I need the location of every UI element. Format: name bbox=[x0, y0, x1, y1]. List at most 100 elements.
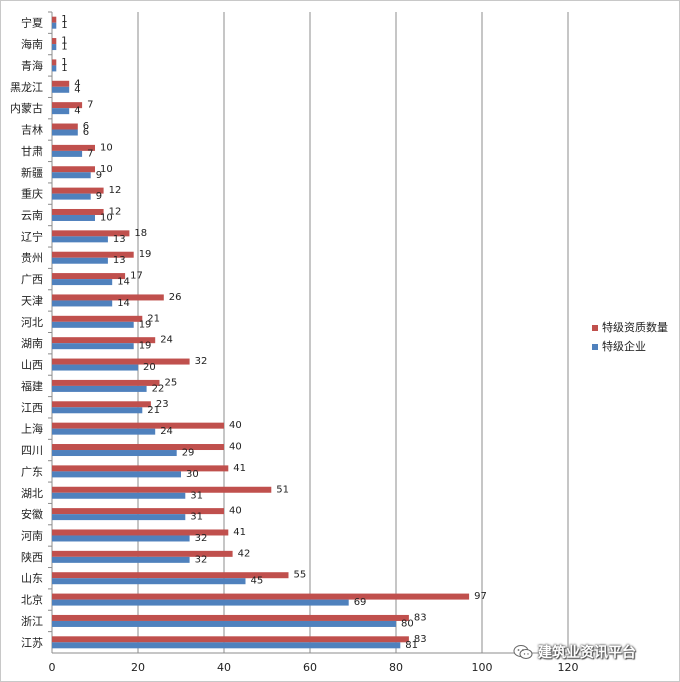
bar bbox=[52, 492, 186, 499]
bar bbox=[52, 108, 70, 115]
data-label: 19 bbox=[139, 249, 152, 260]
bar bbox=[52, 321, 134, 328]
data-label: 4 bbox=[74, 106, 80, 117]
data-label: 21 bbox=[147, 405, 160, 416]
category-label: 陕西 bbox=[21, 550, 43, 564]
data-label: 31 bbox=[190, 490, 203, 501]
data-label: 41 bbox=[233, 527, 246, 538]
data-label: 21 bbox=[147, 313, 160, 324]
x-tick-label: 40 bbox=[217, 661, 231, 674]
bar bbox=[52, 593, 470, 600]
bar bbox=[52, 529, 229, 536]
bar bbox=[52, 187, 104, 194]
data-label: 69 bbox=[354, 597, 367, 608]
category-label: 内蒙古 bbox=[10, 101, 43, 115]
category-label: 山东 bbox=[21, 572, 43, 585]
bar bbox=[52, 80, 70, 87]
data-label: 23 bbox=[156, 399, 169, 410]
bar bbox=[52, 450, 177, 457]
bar bbox=[52, 38, 57, 45]
bar bbox=[52, 208, 104, 215]
bar bbox=[52, 636, 409, 643]
category-label: 重庆 bbox=[21, 187, 43, 201]
data-label: 32 bbox=[195, 356, 208, 367]
category-label: 湖北 bbox=[21, 487, 43, 500]
data-label: 10 bbox=[100, 142, 113, 153]
bar bbox=[52, 486, 272, 493]
data-label: 1 bbox=[61, 63, 67, 74]
bar bbox=[52, 614, 409, 621]
data-label: 97 bbox=[474, 591, 487, 602]
bar bbox=[52, 150, 83, 157]
legend-label: 特级资质数量 bbox=[602, 320, 668, 334]
data-label: 24 bbox=[160, 426, 173, 437]
data-label: 14 bbox=[117, 277, 130, 288]
bar bbox=[52, 550, 233, 557]
category-label: 北京 bbox=[21, 593, 43, 607]
data-label: 31 bbox=[190, 512, 203, 523]
x-tick-label: 20 bbox=[131, 661, 145, 674]
bar bbox=[52, 642, 401, 649]
data-label: 45 bbox=[251, 576, 264, 587]
data-label: 30 bbox=[186, 469, 199, 480]
bar bbox=[52, 144, 95, 151]
data-label: 1 bbox=[61, 20, 67, 31]
bar bbox=[52, 102, 83, 109]
data-label: 29 bbox=[182, 448, 195, 459]
data-label: 1 bbox=[61, 14, 67, 25]
bar bbox=[52, 166, 95, 173]
bar bbox=[52, 193, 91, 200]
data-label: 80 bbox=[401, 618, 414, 629]
bar bbox=[52, 123, 78, 130]
category-label: 山西 bbox=[21, 359, 43, 372]
data-label: 10 bbox=[100, 164, 113, 175]
bar bbox=[52, 428, 156, 435]
bars bbox=[52, 16, 470, 649]
bar bbox=[52, 401, 151, 408]
data-label: 22 bbox=[152, 383, 165, 394]
bar bbox=[52, 465, 229, 472]
data-label: 13 bbox=[113, 255, 126, 266]
category-label: 黑龙江 bbox=[10, 81, 43, 94]
bar bbox=[52, 422, 224, 429]
x-tick-label: 80 bbox=[389, 661, 403, 674]
watermark-text: 建筑业资讯平台 bbox=[538, 645, 636, 661]
data-label: 40 bbox=[229, 442, 242, 453]
bar bbox=[52, 535, 190, 542]
bar bbox=[52, 337, 156, 344]
data-label: 12 bbox=[109, 185, 122, 196]
bar bbox=[52, 599, 349, 606]
data-label: 1 bbox=[61, 57, 67, 68]
data-label: 40 bbox=[229, 506, 242, 517]
bar bbox=[52, 44, 57, 51]
bar bbox=[52, 407, 143, 414]
data-label: 24 bbox=[160, 335, 173, 346]
data-label: 13 bbox=[113, 234, 126, 245]
x-tick-label: 60 bbox=[303, 661, 317, 674]
data-label: 42 bbox=[238, 548, 251, 559]
bar bbox=[52, 343, 134, 350]
bar bbox=[52, 129, 78, 136]
legend-swatch bbox=[592, 325, 598, 331]
bar bbox=[52, 556, 190, 563]
data-label: 83 bbox=[414, 612, 427, 623]
data-label: 10 bbox=[100, 212, 113, 223]
category-label: 安徽 bbox=[21, 507, 43, 521]
bar bbox=[52, 444, 224, 451]
bar bbox=[52, 16, 57, 23]
category-label: 江苏 bbox=[21, 636, 43, 649]
bar bbox=[52, 620, 396, 627]
bar bbox=[52, 214, 95, 221]
data-label: 14 bbox=[117, 298, 130, 309]
category-label: 江西 bbox=[21, 401, 43, 414]
bar bbox=[52, 257, 108, 264]
bar bbox=[52, 379, 160, 386]
data-label: 19 bbox=[139, 319, 152, 330]
data-label: 20 bbox=[143, 362, 156, 373]
category-label: 河南 bbox=[21, 529, 43, 542]
grid-lines bbox=[48, 11, 569, 654]
data-label: 1 bbox=[61, 36, 67, 47]
legend-swatch bbox=[592, 344, 598, 350]
